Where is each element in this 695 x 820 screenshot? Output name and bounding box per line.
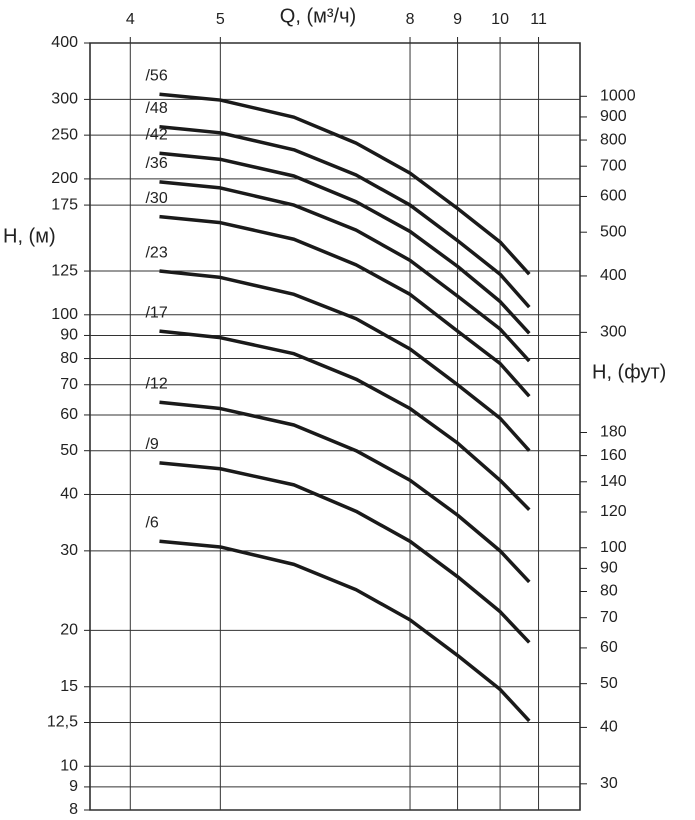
curve bbox=[159, 92, 531, 276]
y2-tick-label: 900 bbox=[600, 108, 627, 125]
x-tick-label: 10 bbox=[491, 11, 509, 28]
curve bbox=[159, 400, 531, 584]
curve bbox=[159, 539, 531, 723]
y2-tick-label: 700 bbox=[600, 157, 627, 174]
y2-tick-label: 90 bbox=[600, 560, 618, 577]
y-tick-label: 70 bbox=[60, 376, 78, 393]
y2-tick-label: 40 bbox=[600, 719, 618, 736]
y-tick-label: 30 bbox=[60, 542, 78, 559]
y2-tick-label: 50 bbox=[600, 675, 618, 692]
y-tick-label: 8 bbox=[69, 801, 78, 818]
x-tick-label: 4 bbox=[126, 11, 135, 28]
y2-tick-label: 140 bbox=[600, 473, 627, 490]
y-tick-label: 90 bbox=[60, 327, 78, 344]
x-axis-title: Q, (м³/ч) bbox=[280, 5, 356, 27]
y-tick-label: 300 bbox=[51, 91, 78, 108]
y-tick-label: 400 bbox=[51, 34, 78, 51]
y2-tick-label: 160 bbox=[600, 447, 627, 464]
curve bbox=[159, 461, 531, 644]
series-label: /42 bbox=[145, 126, 167, 143]
series-label: /9 bbox=[145, 436, 158, 453]
curve bbox=[159, 329, 531, 511]
y2-tick-label: 100 bbox=[600, 539, 627, 556]
y-tick-label: 100 bbox=[51, 306, 78, 323]
y-axis-title: H, (м) bbox=[3, 225, 56, 247]
y-tick-label: 60 bbox=[60, 406, 78, 423]
y2-tick-label: 300 bbox=[600, 324, 627, 341]
y2-tick-label: 500 bbox=[600, 223, 627, 240]
y-tick-label: 200 bbox=[51, 170, 78, 187]
y-tick-label: 50 bbox=[60, 442, 78, 459]
curve bbox=[159, 151, 531, 335]
series-label: /6 bbox=[145, 515, 158, 532]
x-tick-label: 11 bbox=[530, 11, 547, 28]
y2-tick-label: 60 bbox=[600, 639, 618, 656]
y-tick-label: 20 bbox=[60, 622, 78, 639]
curve bbox=[159, 214, 531, 398]
curve bbox=[159, 124, 531, 309]
y2-tick-label: 70 bbox=[600, 609, 618, 626]
y-tick-label: 80 bbox=[60, 350, 78, 367]
x-tick-label: 5 bbox=[216, 11, 225, 28]
series-label: /36 bbox=[145, 155, 167, 172]
y2-tick-label: 120 bbox=[600, 503, 627, 520]
series-label: /30 bbox=[145, 190, 167, 207]
y-tick-label: 125 bbox=[51, 262, 78, 279]
series-label: /12 bbox=[145, 376, 167, 393]
x-tick-label: 8 bbox=[406, 11, 415, 28]
y2-tick-label: 600 bbox=[600, 188, 627, 205]
series-label: /23 bbox=[145, 244, 167, 261]
y2-tick-label: 1000 bbox=[600, 88, 636, 105]
x-tick-label: 9 bbox=[453, 11, 462, 28]
curve bbox=[159, 269, 531, 452]
y-tick-label: 12,5 bbox=[47, 714, 78, 731]
series-label: /48 bbox=[145, 100, 167, 117]
curve bbox=[159, 180, 531, 363]
y2-axis-title: H, (фут) bbox=[592, 361, 666, 383]
y-tick-label: 175 bbox=[51, 196, 78, 213]
y-tick-label: 15 bbox=[60, 678, 78, 695]
y2-tick-label: 30 bbox=[600, 775, 618, 792]
y-tick-label: 40 bbox=[60, 486, 78, 503]
y-tick-label: 250 bbox=[51, 126, 78, 143]
y2-tick-label: 400 bbox=[600, 267, 627, 284]
y-tick-label: 10 bbox=[60, 757, 78, 774]
series-label: /17 bbox=[145, 304, 167, 321]
y2-tick-label: 180 bbox=[600, 424, 627, 441]
series-label: /56 bbox=[145, 67, 167, 84]
y2-tick-label: 80 bbox=[600, 583, 618, 600]
y-tick-label: 9 bbox=[69, 778, 78, 795]
y2-tick-label: 800 bbox=[600, 131, 627, 148]
